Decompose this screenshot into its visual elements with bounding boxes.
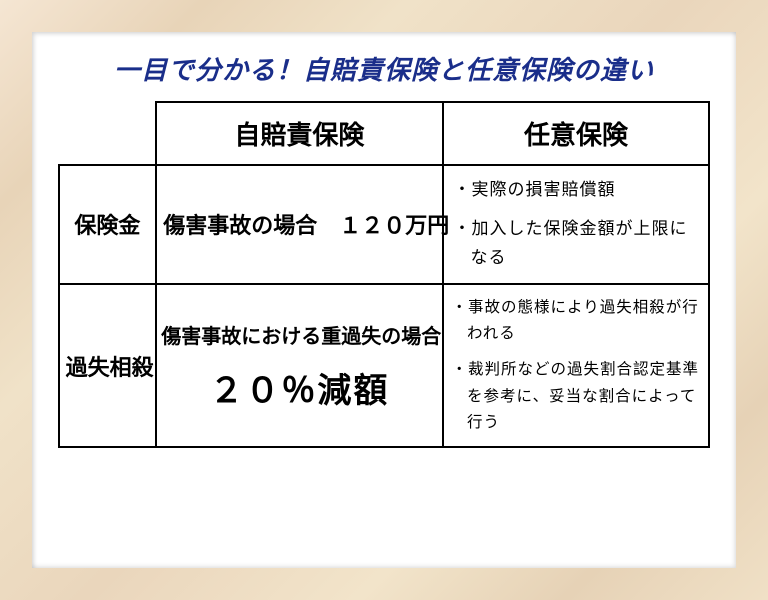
cell-a2: 傷害事故における重過失の場合 ２０％減額 [156, 284, 442, 448]
content-panel: 一目で分かる！自賠責保険と任意保険の違い 自賠責保険 任意保険 保険金 傷害事故… [32, 32, 736, 568]
col-header-b: 任意保険 [443, 102, 710, 165]
bullet-item: ・裁判所などの過失割合認定基準を参考に、妥当な割合によって行う [452, 357, 701, 436]
comparison-table: 自賠責保険 任意保険 保険金 傷害事故の場合 １２０万円 ・実際の損害賠償額 ・… [58, 101, 711, 448]
bullet-item: ・実際の損害賠償額 [454, 176, 699, 205]
cell-a2-line2: ２０％減額 [161, 363, 437, 412]
corner-cell [59, 102, 157, 165]
col-header-a: 自賠責保険 [156, 102, 442, 165]
bullet-item: ・加入した保険金額が上限になる [454, 215, 699, 273]
row-header-1: 保険金 [59, 165, 157, 284]
page-title: 一目で分かる！自賠責保険と任意保険の違い [114, 50, 654, 87]
cell-a1: 傷害事故の場合 １２０万円 [156, 165, 442, 284]
cell-b2: ・事故の態様により過失相殺が行われる ・裁判所などの過失割合認定基準を参考に、妥… [443, 284, 710, 448]
table-row: 過失相殺 傷害事故における重過失の場合 ２０％減額 ・事故の態様により過失相殺が… [59, 284, 710, 448]
bullet-item: ・事故の態様により過失相殺が行われる [452, 295, 701, 348]
table-row: 保険金 傷害事故の場合 １２０万円 ・実際の損害賠償額 ・加入した保険金額が上限… [59, 165, 710, 284]
row-header-2: 過失相殺 [59, 284, 157, 448]
table-header-row: 自賠責保険 任意保険 [59, 102, 710, 165]
cell-a2-line1: 傷害事故における重過失の場合 [161, 320, 437, 349]
cell-b1: ・実際の損害賠償額 ・加入した保険金額が上限になる [443, 165, 710, 284]
wooden-frame: 一目で分かる！自賠責保険と任意保険の違い 自賠責保険 任意保険 保険金 傷害事故… [0, 0, 768, 600]
